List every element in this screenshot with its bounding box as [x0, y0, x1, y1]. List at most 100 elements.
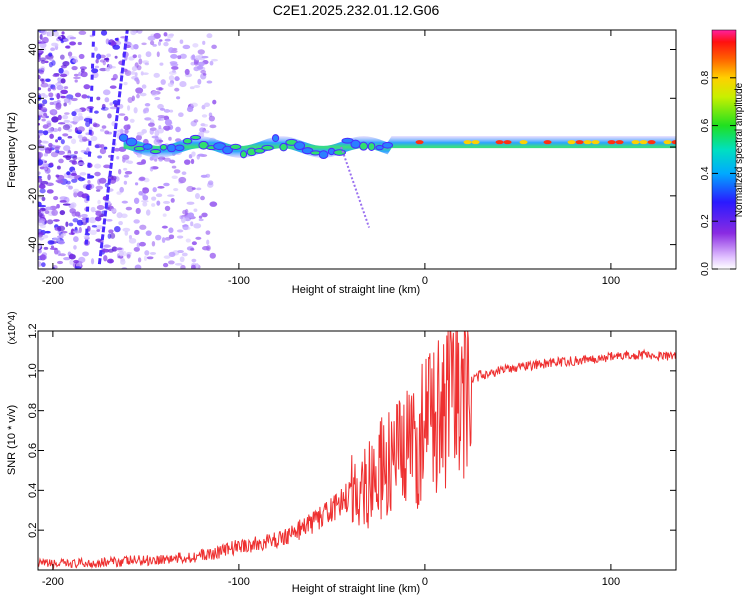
noise-blob [190, 221, 194, 227]
track-blob [271, 134, 280, 143]
noise-blob [130, 30, 137, 36]
noise-blob [73, 236, 79, 243]
noise-blob [164, 119, 173, 126]
track-blob [182, 137, 193, 145]
noise-blob [169, 159, 176, 164]
noise-blob [38, 50, 43, 54]
noise-blob [82, 251, 89, 257]
noise-blob [186, 106, 194, 113]
noise-blob [62, 203, 71, 206]
noise-blob [176, 229, 184, 233]
noise-blob [99, 148, 107, 155]
noise-blob [199, 127, 205, 133]
noise-blob [65, 45, 71, 49]
snr-frame [37, 330, 677, 571]
noise-blob [70, 97, 78, 102]
snr-ytick-label: 0.2 [27, 523, 39, 538]
noise-blob [201, 55, 209, 59]
noise-blob [54, 146, 60, 151]
noise-blob [118, 113, 126, 116]
noise-blob [38, 143, 43, 148]
noise-blob [159, 108, 166, 111]
track-blob [318, 150, 329, 159]
noise-blob [136, 131, 145, 136]
noise-blob [49, 97, 55, 101]
noise-blob [72, 115, 81, 123]
noise-blob [96, 53, 102, 60]
noise-blob [212, 99, 217, 105]
noise-blob [156, 51, 160, 58]
noise-blob [190, 158, 195, 165]
noise-blob [190, 247, 195, 251]
noise-blob [124, 128, 129, 134]
noise-blob [97, 199, 101, 205]
noise-blob [52, 237, 61, 242]
noise-blob [89, 229, 97, 236]
track-hotspot [647, 140, 656, 145]
slanted-line-faint [84, 30, 96, 245]
noise-blob [49, 247, 58, 250]
noise-blob [56, 92, 61, 100]
noise-blob [60, 139, 65, 145]
noise-blob [175, 126, 181, 133]
noise-blob [72, 230, 81, 234]
noise-blob [178, 112, 184, 118]
noise-blob [49, 101, 54, 105]
noise-blob [205, 230, 211, 235]
noise-blob [196, 187, 202, 191]
noise-blob [149, 166, 154, 172]
noise-blob [57, 230, 61, 235]
noise-blob [38, 171, 41, 175]
noise-blob [133, 107, 138, 114]
noise-blob [63, 98, 71, 104]
noise-blob [149, 128, 154, 135]
noise-blob [124, 170, 133, 175]
track-blob [375, 144, 384, 151]
noise-blob [141, 84, 147, 89]
noise-blob [70, 138, 77, 145]
noise-blob [39, 188, 46, 194]
noise-blob [57, 260, 64, 265]
noise-blob [74, 266, 82, 269]
noise-blob [103, 57, 110, 61]
noise-blob [63, 119, 71, 123]
noise-blob [168, 75, 175, 81]
track-blob [254, 147, 266, 154]
noise-blob [194, 193, 200, 200]
noise-blob [174, 262, 183, 266]
noise-blob [161, 237, 166, 243]
noise-blob [193, 66, 200, 72]
noise-blob [158, 125, 162, 130]
snr-xlabel: Height of straight line (km) [292, 583, 420, 595]
noise-blob [190, 102, 198, 108]
track-blob [240, 150, 248, 159]
noise-blob [83, 234, 90, 239]
snr-ytick-label: 1.0 [27, 363, 39, 378]
track-hotspot [591, 140, 600, 145]
noise-blob [64, 112, 70, 115]
noise-blob [38, 74, 41, 80]
noise-blob [136, 154, 142, 158]
noise-blob [52, 144, 56, 149]
noise-blob [98, 177, 107, 184]
noise-blob [115, 247, 123, 251]
noise-blob [123, 174, 129, 178]
noise-blob [113, 147, 120, 152]
noise-blob [80, 149, 88, 153]
noise-blob [182, 44, 191, 50]
noise-blob [71, 160, 78, 165]
noise-blob [38, 159, 44, 166]
slanted-line [97, 30, 129, 265]
colorbar: 0.0 0.2 0.4 0.6 0.8 Normalized spectral ampl… [700, 29, 745, 276]
noise-blob [108, 229, 114, 234]
noise-blob [78, 256, 86, 263]
track-hotspot [471, 140, 480, 145]
noise-blob [66, 180, 71, 185]
noise-blob [103, 146, 108, 150]
noise-blob [68, 56, 74, 59]
noise-blob [90, 135, 98, 142]
noise-blob [90, 206, 96, 213]
noise-blob [206, 33, 213, 39]
track-blob [159, 144, 168, 151]
noise-blob [39, 42, 47, 49]
